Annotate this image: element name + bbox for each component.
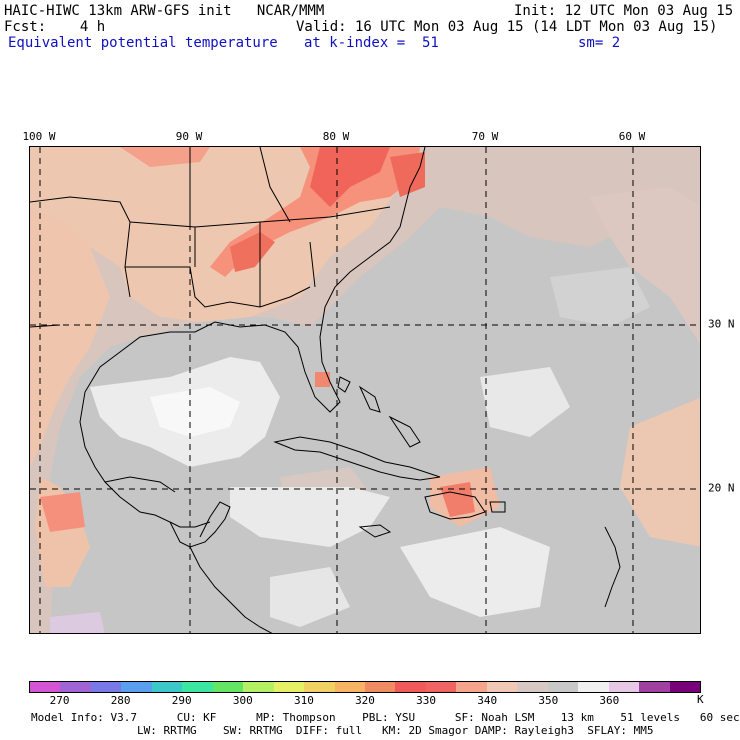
colorbar-swatch: [639, 682, 670, 692]
colorbar-swatch: [30, 682, 61, 692]
colorbar-swatch: [121, 682, 152, 692]
colorbar-swatch: [151, 682, 183, 692]
colorbar-swatch: [578, 682, 609, 692]
colorbar-swatch: [60, 682, 91, 692]
colorbar-tick-label: 330: [416, 694, 437, 707]
colorbar-swatch: [456, 682, 487, 692]
theta-e-360-shading: [50, 267, 650, 633]
colorbar-swatch: [425, 682, 457, 692]
colorbar-tick-label: 340: [477, 694, 498, 707]
colorbar-swatch: [517, 682, 548, 692]
colorbar-swatch: [212, 682, 244, 692]
lat-label-20n: 20 N: [708, 481, 735, 495]
lat-label-30n: 30 N: [708, 317, 735, 331]
colorbar-swatch: [334, 682, 365, 692]
colorbar-tick-label: 310: [293, 694, 314, 707]
field-name: Equivalent potential temperature: [8, 35, 278, 51]
forecast-hour: Fcst: 4 h: [4, 19, 106, 35]
lon-label-80w: 80 W: [322, 130, 350, 143]
colorbar-tick-label: 300: [232, 694, 253, 707]
colorbar-swatch: [243, 682, 274, 692]
lon-label-60w: 60 W: [618, 130, 646, 143]
theta-e-330-shading: [40, 147, 475, 532]
footer-physics-info: LW: RRTMG SW: RRTMG DIFF: full KM: 2D Sm…: [31, 724, 654, 737]
colorbar-swatch: [669, 682, 700, 692]
colorbar-tick-label: 320: [355, 694, 375, 707]
level-label: at k-index = 51: [304, 35, 439, 51]
colorbar-swatch: [90, 682, 122, 692]
theta-e-field: [30, 147, 700, 633]
valid-time: Valid: 16 UTC Mon 03 Aug 15 (14 LDT Mon …: [296, 19, 718, 35]
smoothing-label: sm= 2: [578, 35, 621, 51]
init-time: Init: 12 UTC Mon 03 Aug 15: [514, 3, 734, 19]
colorbar-tick-label: 290: [171, 694, 192, 707]
colorbar-tick-label: 350: [538, 694, 559, 707]
colorbar-swatch: [304, 682, 335, 692]
colorbar-swatch: [395, 682, 426, 692]
colorbar: [29, 681, 701, 693]
colorbar-swatch: [182, 682, 213, 692]
colorbar-tick-label: 270: [49, 694, 70, 707]
colorbar-swatch: [364, 682, 396, 692]
colorbar-tick-label: 360: [599, 694, 620, 707]
map-panel: [29, 146, 701, 634]
colorbar-tick-label: 280: [110, 694, 131, 707]
graticule: [30, 147, 700, 633]
model-title: HAIC-HIWC 13km ARW-GFS init NCAR/MMM: [4, 3, 325, 19]
colorbar-swatch: [486, 682, 518, 692]
lon-label-90w: 90 W: [175, 130, 203, 143]
colorbar-unit: K: [697, 693, 704, 706]
footer-model-info: Model Info: V3.7 CU: KF MP: Thompson PBL…: [31, 711, 740, 724]
lon-label-70w: 70 W: [471, 130, 499, 143]
colorbar-swatch: [608, 682, 640, 692]
lon-label-100w: 100 W: [22, 130, 56, 143]
colorbar-swatch: [273, 682, 305, 692]
colorbar-swatch: [547, 682, 579, 692]
